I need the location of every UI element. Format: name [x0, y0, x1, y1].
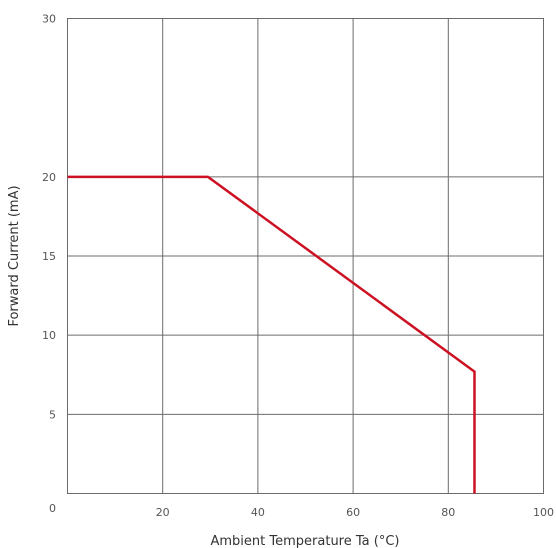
- y-tick-label-30: 30: [42, 13, 56, 26]
- x-tick-label-60: 60: [346, 506, 360, 519]
- x-axis-title: Ambient Temperature Ta (°C): [211, 534, 400, 548]
- x-tick-label-100: 100: [533, 506, 554, 519]
- x-tick-label-80: 80: [441, 506, 455, 519]
- grid: [67, 18, 544, 494]
- x-tick-label-40: 40: [251, 506, 265, 519]
- tick-labels: 20 40 60 80 100 5 10 15 20 30 0: [42, 13, 554, 520]
- y-axis-title: Forward Current (mA): [7, 185, 22, 326]
- series-layer: [67, 175, 476, 494]
- y-tick-label-10: 10: [42, 329, 56, 342]
- origin-tick-label: 0: [49, 502, 56, 515]
- plot-frame: [67, 18, 544, 494]
- y-tick-label-20: 20: [42, 171, 56, 184]
- x-tick-label-20: 20: [156, 506, 170, 519]
- y-tick-label-15: 15: [42, 250, 56, 263]
- y-tick-label-5: 5: [49, 408, 56, 421]
- series-line-0: [67, 175, 476, 494]
